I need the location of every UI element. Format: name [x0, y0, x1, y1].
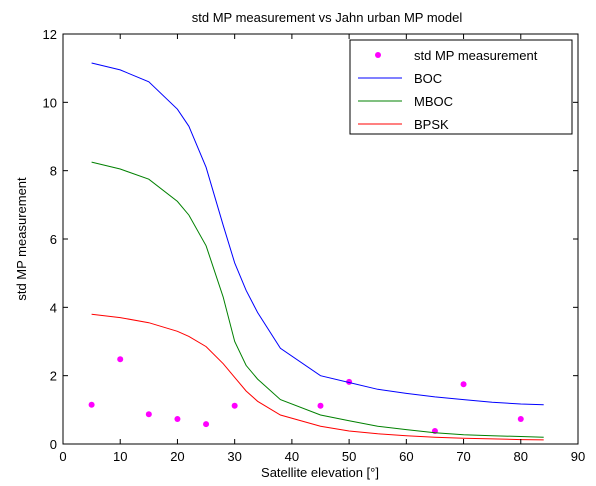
- x-tick-label: 60: [399, 449, 413, 464]
- x-tick-label: 90: [571, 449, 585, 464]
- measurement-point: [231, 402, 238, 409]
- measurement-point: [145, 411, 152, 418]
- legend: std MP measurement BOC MBOC BPSK: [349, 39, 573, 135]
- legend-label: MBOC: [414, 94, 453, 109]
- x-tick-label: 10: [113, 449, 127, 464]
- chart-title: std MP measurement vs Jahn urban MP mode…: [192, 10, 463, 25]
- measurement-point: [317, 402, 324, 409]
- series-line-boc: [91, 62, 544, 406]
- x-tick-label: 30: [227, 449, 241, 464]
- x-tick-label: 0: [59, 449, 66, 464]
- legend-marker: [375, 52, 381, 58]
- y-tick-label: 0: [50, 437, 57, 452]
- measurement-point: [203, 421, 210, 428]
- y-tick-label: 4: [50, 300, 57, 315]
- y-tick-label: 8: [50, 164, 57, 179]
- ticks-layer: 0 10 20 30 40 50 60 70 80 90 0 2 4 6 8 10 12: [43, 27, 586, 464]
- x-tick-label: 70: [456, 449, 470, 464]
- legend-box: [349, 39, 573, 135]
- measurement-point: [460, 381, 467, 388]
- series-layer: [88, 62, 544, 441]
- y-axis-title: std MP measurement: [14, 177, 29, 301]
- measurement-point: [174, 416, 181, 423]
- x-tick-label: 40: [285, 449, 299, 464]
- measurement-point: [88, 401, 95, 408]
- series-line-mboc: [91, 161, 544, 438]
- x-tick-label: 80: [514, 449, 528, 464]
- y-tick-label: 2: [50, 369, 57, 384]
- legend-label: BPSK: [414, 117, 449, 132]
- series-line-bpsk: [91, 313, 544, 441]
- y-tick-label: 6: [50, 232, 57, 247]
- measurement-point: [117, 356, 124, 363]
- x-axis-title: Satellite elevation [°]: [261, 465, 379, 480]
- x-tick-label: 20: [170, 449, 184, 464]
- measurement-point: [517, 416, 524, 423]
- x-tick-label: 50: [342, 449, 356, 464]
- y-tick-label: 10: [43, 95, 57, 110]
- legend-label: BOC: [414, 71, 442, 86]
- legend-label: std MP measurement: [414, 48, 538, 63]
- y-tick-label: 12: [43, 27, 57, 42]
